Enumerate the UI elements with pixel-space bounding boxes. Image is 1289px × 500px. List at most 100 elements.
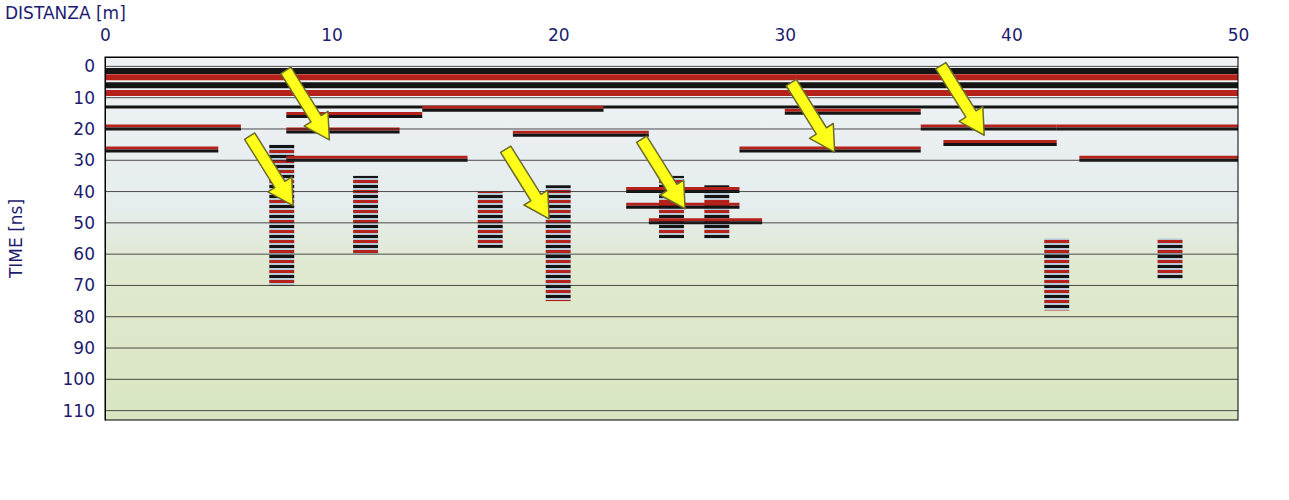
anomaly [478, 192, 503, 248]
reflection-red [513, 131, 649, 134]
reflection [649, 220, 762, 223]
x-tick-label: 10 [321, 25, 343, 45]
grid-line [105, 410, 1238, 411]
reflection-red [1079, 156, 1238, 159]
y-tick: 10 [73, 88, 105, 108]
y-axis: 0 10 20 30 40 50 60 70 80 90 100 110 [63, 56, 106, 420]
x-tick: 0 [100, 25, 111, 57]
reflection-black [943, 143, 1056, 146]
arrow [779, 75, 846, 159]
reflection [943, 142, 1056, 145]
anomaly [353, 176, 378, 254]
anomaly [1044, 239, 1069, 311]
y-tick: 90 [73, 338, 105, 358]
y-axis-line [105, 58, 106, 421]
anomaly [1158, 239, 1183, 280]
y-tick: 100 [63, 369, 105, 389]
x-tick: 50 [1228, 25, 1250, 57]
reflection [513, 132, 649, 135]
arrows [238, 58, 996, 226]
grid-line [105, 128, 1238, 129]
anomaly [704, 185, 729, 238]
y-tick-label: 40 [73, 182, 95, 202]
layer [105, 90, 1238, 96]
grid-line [105, 222, 1238, 223]
grid-line [105, 316, 1238, 317]
grid-line [105, 348, 1238, 349]
arrow [494, 142, 561, 226]
arrow [630, 132, 697, 216]
reflection-black [286, 131, 399, 134]
reflection [105, 148, 218, 151]
x-tick: 30 [774, 25, 796, 57]
arrow [238, 129, 305, 213]
y-tick: 20 [73, 119, 105, 139]
y-tick: 70 [73, 275, 105, 295]
grid [105, 66, 1238, 410]
reflection-red [649, 218, 762, 221]
layer [105, 106, 1238, 109]
reflection [1057, 126, 1238, 129]
x-tick-label: 50 [1228, 25, 1250, 45]
arrow [929, 58, 996, 142]
y-tick-label: 0 [84, 56, 95, 76]
grid-line [105, 254, 1238, 255]
y-tick-label: 20 [73, 119, 95, 139]
reflection-black [513, 134, 649, 137]
reflection-red [1057, 124, 1238, 127]
y-tick: 0 [84, 56, 105, 76]
reflection [286, 129, 399, 132]
reflection [105, 126, 241, 129]
y-tick: 50 [73, 213, 105, 233]
x-tick-label: 30 [774, 25, 796, 45]
layer [105, 68, 1238, 74]
y-tick-label: 70 [73, 275, 95, 295]
reflection [1079, 157, 1238, 160]
y-tick-label: 10 [73, 88, 95, 108]
y-tick: 110 [63, 401, 105, 421]
grid-line [105, 66, 1238, 67]
x-tick-label: 0 [100, 25, 111, 45]
plot-marks [105, 71, 1238, 310]
reflection-red [921, 124, 1057, 127]
x-axis: 0 10 20 30 40 50 [100, 25, 1249, 58]
grid-line [105, 379, 1238, 380]
grid-line [105, 285, 1238, 286]
y-tick-label: 30 [73, 150, 95, 170]
layer [105, 74, 1238, 80]
reflection-black [422, 109, 603, 112]
reflection [921, 126, 1057, 129]
grid-line [105, 160, 1238, 161]
y-tick: 40 [73, 182, 105, 202]
y-tick-label: 100 [63, 369, 95, 389]
y-tick: 30 [73, 150, 105, 170]
x-axis-line [106, 57, 1239, 58]
grid-line [105, 97, 1238, 98]
x-axis-title: DISTANZA [m] [5, 3, 126, 23]
y-tick-label: 80 [73, 307, 95, 327]
reflection [286, 157, 467, 160]
x-tick-label: 20 [548, 25, 570, 45]
reflection-red [105, 146, 218, 149]
arrow [274, 63, 341, 147]
reflection-black [105, 149, 218, 152]
y-tick: 60 [73, 244, 105, 264]
y-tick-label: 60 [73, 244, 95, 264]
reflection-red [422, 106, 603, 109]
layer [105, 82, 1238, 88]
y-tick-label: 90 [73, 338, 95, 358]
chart: 0 10 20 30 40 50 0 10 20 30 40 50 60 70 80 90 100 110 DIST… [0, 0, 1289, 500]
x-tick: 10 [321, 25, 343, 57]
plot-background [105, 57, 1238, 420]
y-tick-label: 50 [73, 213, 95, 233]
plot-frame [105, 57, 1238, 420]
y-tick: 80 [73, 307, 105, 327]
y-axis-title: TIME [ns] [6, 199, 26, 279]
reflection-red [943, 140, 1056, 143]
anomaly [546, 185, 571, 301]
x-tick-label: 40 [1001, 25, 1023, 45]
reflection [422, 107, 603, 110]
y-tick-label: 110 [63, 401, 95, 421]
x-tick: 20 [548, 25, 570, 57]
x-tick: 40 [1001, 25, 1023, 57]
